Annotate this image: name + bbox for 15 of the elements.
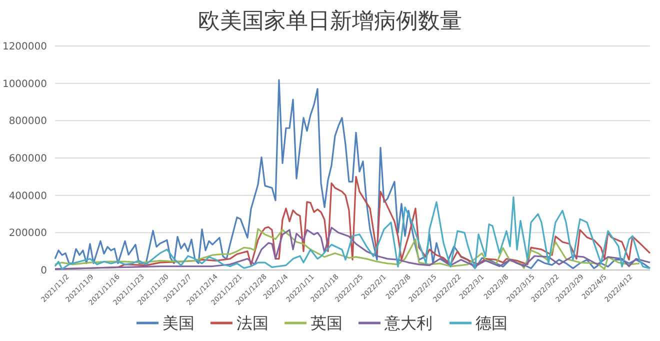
y-tick-label: 0 <box>40 266 47 276</box>
legend-label: 美国 <box>162 314 194 333</box>
y-tick-label: 1200000 <box>2 42 47 52</box>
chart-title: 欧美国家单日新增病例数量 <box>198 9 462 34</box>
legend-label: 英国 <box>310 314 342 333</box>
y-tick-label: 400000 <box>8 190 47 202</box>
y-tick-label: 600000 <box>8 154 47 164</box>
legend-label: 法国 <box>236 314 268 333</box>
legend-label: 德国 <box>476 314 508 333</box>
legend-label: 意大利 <box>384 314 432 333</box>
line-series <box>54 196 651 270</box>
line-series <box>54 79 651 270</box>
y-tick-label: 800000 <box>8 116 47 128</box>
y-tick-label: 200000 <box>8 228 47 240</box>
y-tick-label: 1000000 <box>2 78 47 90</box>
